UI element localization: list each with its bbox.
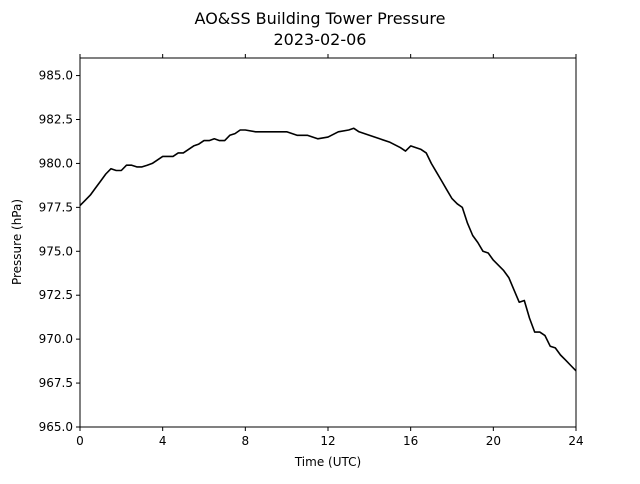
x-tick-label: 16 bbox=[403, 434, 418, 448]
y-tick-label: 975.0 bbox=[39, 244, 73, 258]
x-tick-label: 0 bbox=[76, 434, 84, 448]
chart-subtitle: 2023-02-06 bbox=[274, 30, 367, 49]
x-axis-label: Time (UTC) bbox=[294, 455, 361, 469]
chart-title: AO&SS Building Tower Pressure bbox=[195, 9, 446, 28]
y-tick-label: 985.0 bbox=[39, 69, 73, 83]
x-tick-label: 12 bbox=[320, 434, 335, 448]
y-tick-label: 977.5 bbox=[39, 200, 73, 214]
pressure-series-line bbox=[79, 127, 577, 372]
y-tick-label: 972.5 bbox=[39, 288, 73, 302]
x-tick-label: 20 bbox=[486, 434, 501, 448]
plot-frame bbox=[79, 57, 577, 428]
x-tick-label: 8 bbox=[242, 434, 250, 448]
x-tick-label: 24 bbox=[568, 434, 583, 448]
x-tick-label: 4 bbox=[159, 434, 167, 448]
y-tick-label: 982.5 bbox=[39, 113, 73, 127]
y-tick-label: 965.0 bbox=[39, 420, 73, 434]
y-tick-label: 967.5 bbox=[39, 376, 73, 390]
y-axis-label: Pressure (hPa) bbox=[10, 199, 24, 285]
y-tick-label: 970.0 bbox=[39, 332, 73, 346]
y-tick-label: 980.0 bbox=[39, 156, 73, 170]
